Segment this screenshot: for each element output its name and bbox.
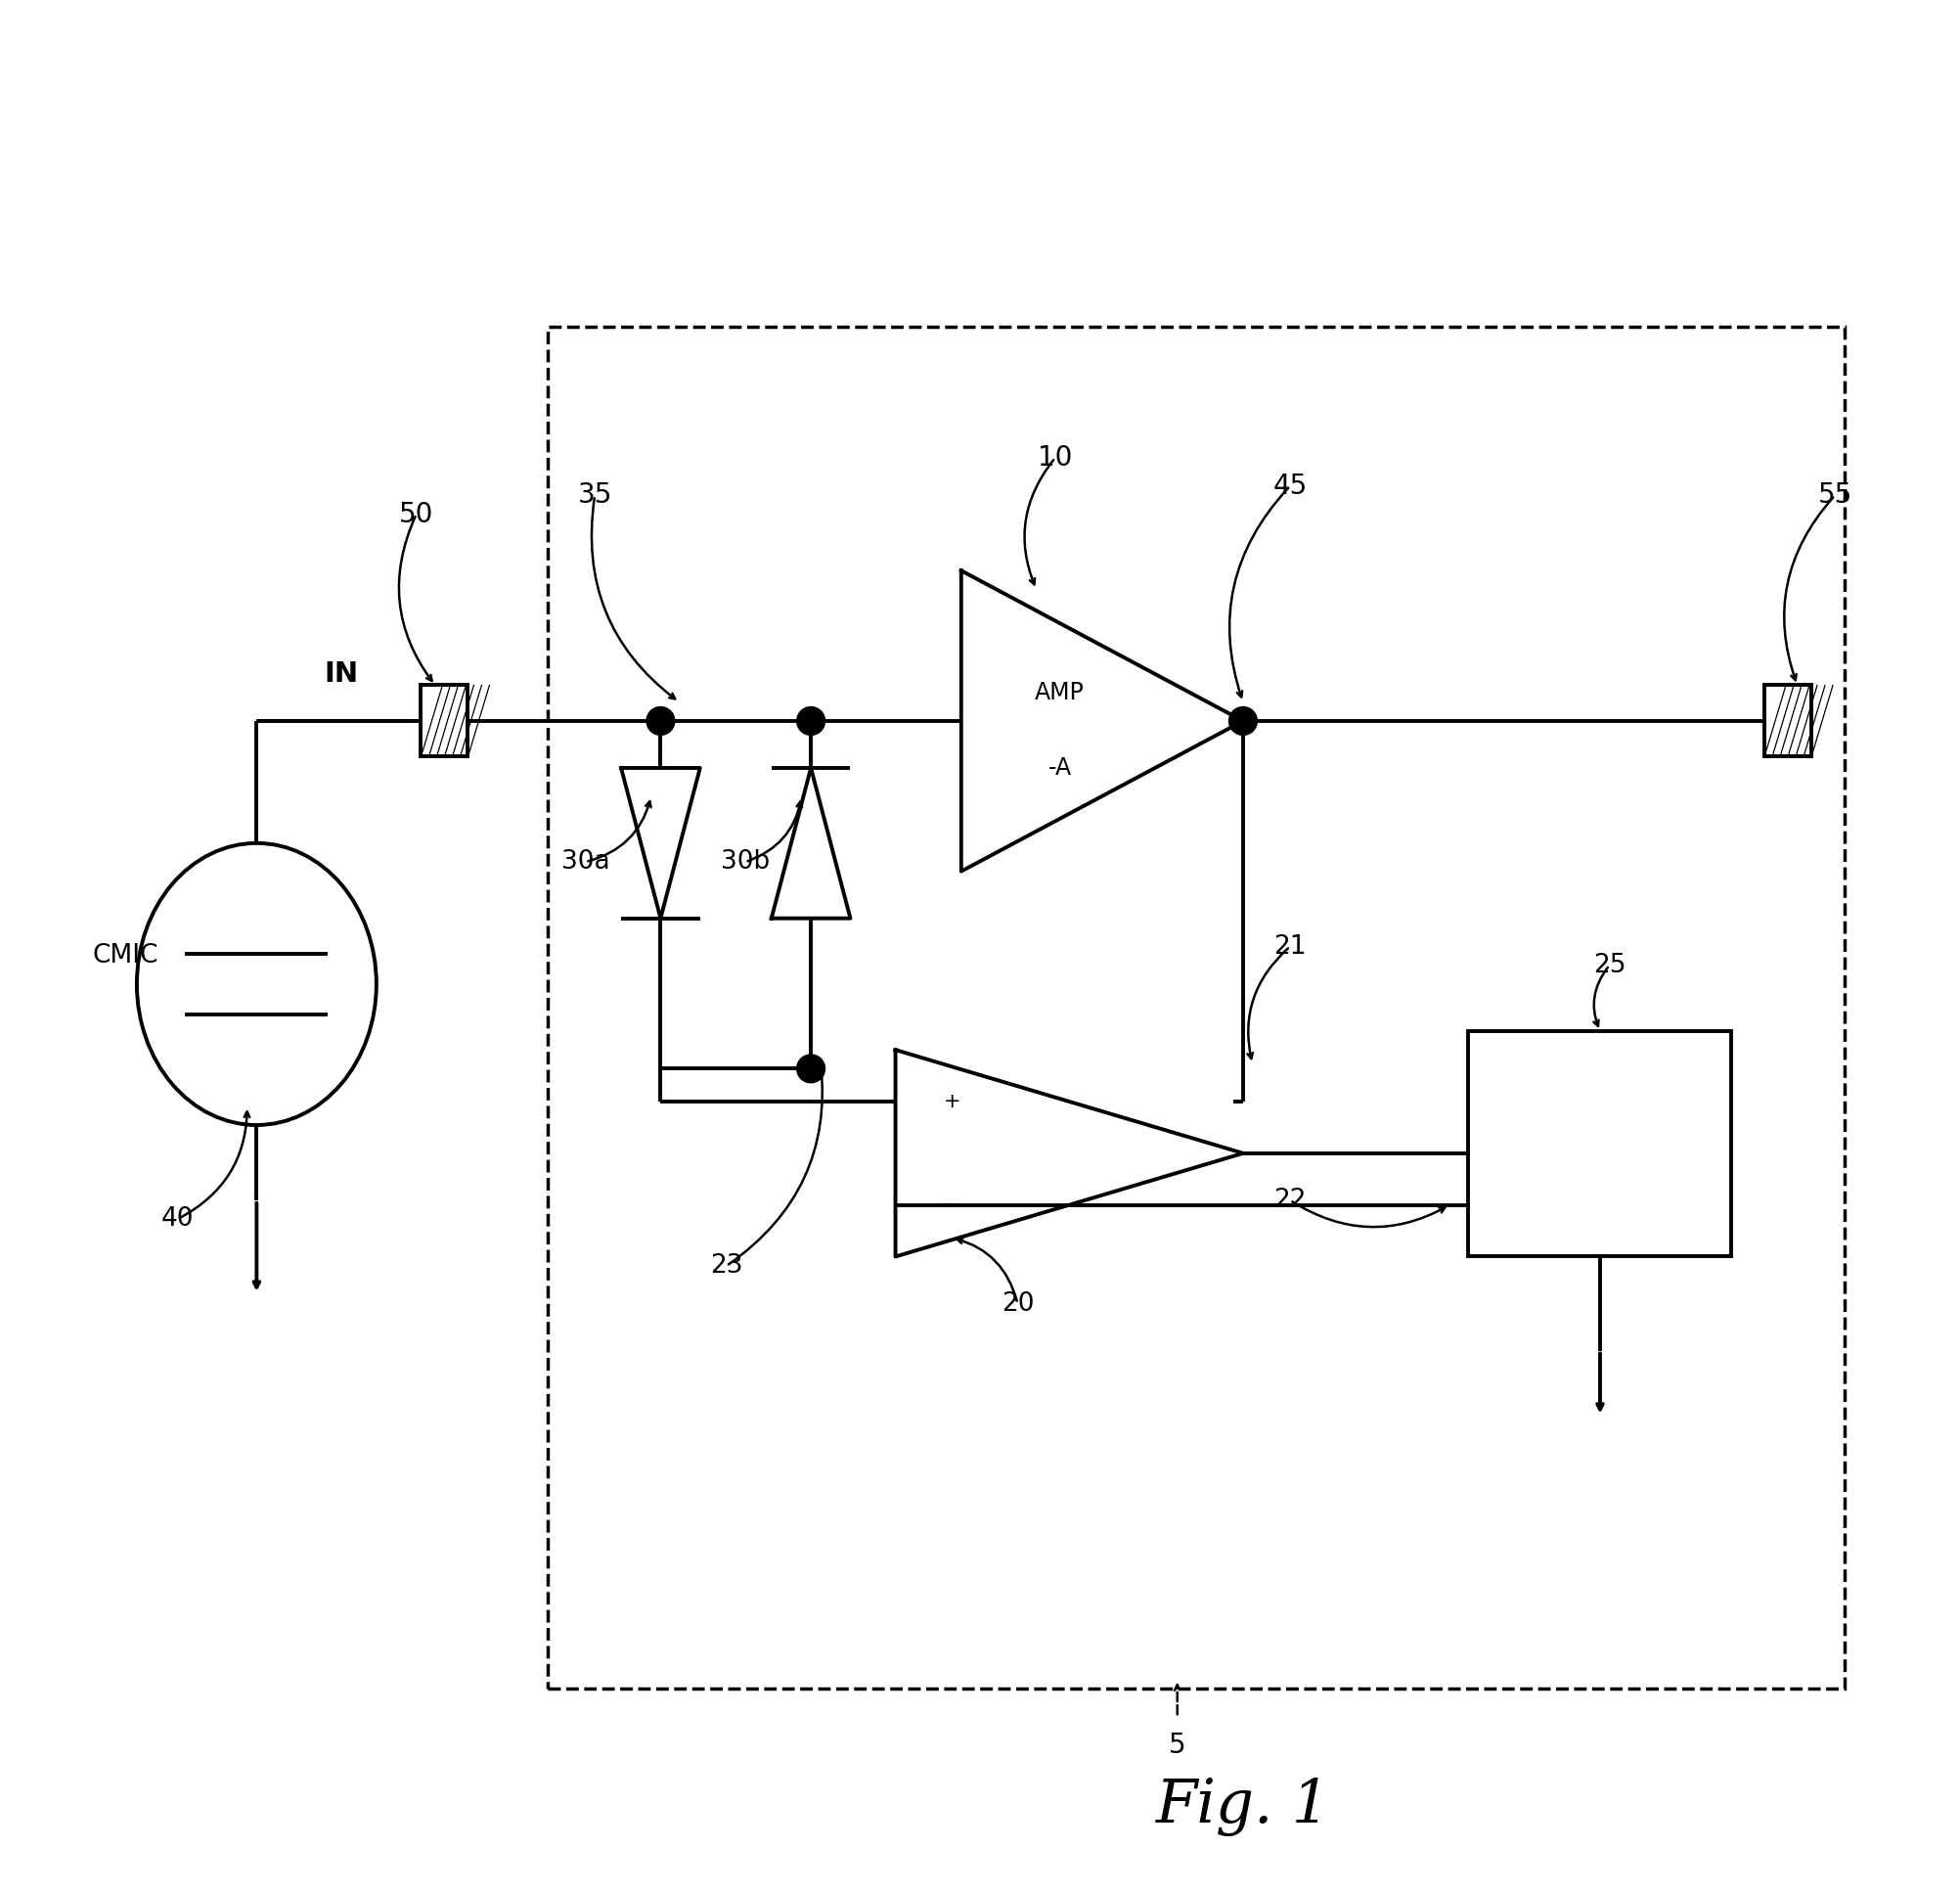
Text: 35: 35: [578, 481, 612, 509]
Bar: [549, 326, 1844, 1689]
Text: -A: -A: [1049, 755, 1072, 780]
Bar: [1764, 685, 1811, 757]
Text: AMP: AMP: [1035, 681, 1084, 704]
Bar: [1468, 1032, 1731, 1257]
Text: −: −: [943, 1194, 960, 1215]
Text: 40: 40: [161, 1206, 194, 1232]
Text: +: +: [943, 1092, 960, 1111]
Circle shape: [798, 1054, 825, 1083]
Text: IN: IN: [323, 661, 359, 687]
Text: 21: 21: [1274, 933, 1307, 960]
Text: 50: 50: [400, 500, 433, 528]
Text: 30a: 30a: [561, 850, 610, 875]
Circle shape: [798, 706, 825, 734]
Text: 55: 55: [1817, 481, 1852, 509]
Text: Fig. 1: Fig. 1: [1156, 1778, 1331, 1836]
Text: VREF: VREF: [1560, 1130, 1639, 1157]
Bar: [421, 685, 468, 757]
Text: 5: 5: [1168, 1732, 1186, 1759]
Text: 20: 20: [1002, 1291, 1035, 1316]
Text: 10: 10: [1039, 445, 1072, 471]
Circle shape: [1229, 706, 1256, 734]
Text: 30b: 30b: [721, 850, 770, 875]
Text: CMIC: CMIC: [92, 943, 159, 969]
Text: 45: 45: [1272, 473, 1307, 500]
Text: 25: 25: [1593, 952, 1627, 979]
Circle shape: [647, 706, 674, 734]
Text: 22: 22: [1274, 1187, 1307, 1213]
Text: 23: 23: [710, 1253, 743, 1278]
